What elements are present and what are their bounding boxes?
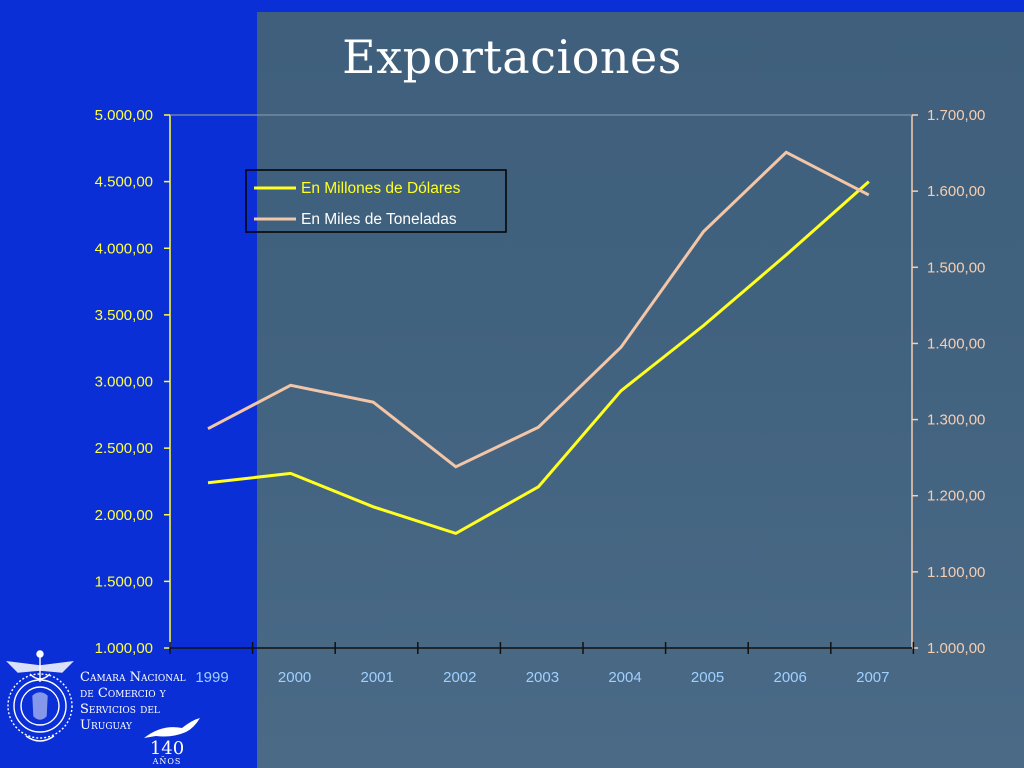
right-tick-label: 1.300,00 [927, 412, 985, 429]
org-name-line-2: de Comercio y [80, 686, 166, 701]
left-tick-label: 1.000,00 [95, 640, 153, 657]
x-tick-label: 2002 [443, 669, 476, 686]
left-tick-label: 3.000,00 [95, 374, 153, 391]
x-tick-label: 2000 [278, 669, 311, 686]
x-tick-label: 2007 [856, 669, 889, 686]
org-name-line-3: Servicios del [80, 702, 160, 717]
right-tick-label: 1.100,00 [927, 564, 985, 581]
x-tick-label: 2005 [691, 669, 724, 686]
right-tick-label: 1.200,00 [927, 488, 985, 505]
left-tick-label: 3.500,00 [95, 307, 153, 324]
slide-title: Exportaciones [342, 30, 682, 84]
org-name-line-4: Uruguay [80, 718, 132, 733]
legend-box [245, 169, 507, 233]
content-panel [257, 12, 1024, 768]
right-y-axis: 1.000,00 1.100,00 1.200,00 1.300,00 1.400,00… [911, 107, 985, 657]
left-tick-label: 1.500,00 [95, 573, 153, 590]
right-tick-label: 1.000,00 [927, 640, 985, 657]
left-tick-label: 4.500,00 [95, 174, 153, 191]
x-tick-label: 2001 [361, 669, 394, 686]
left-tick-label: 2.500,00 [95, 440, 153, 457]
right-tick-label: 1.500,00 [927, 259, 985, 276]
series-line-dollars [207, 180, 870, 536]
left-tick-label: 4.000,00 [95, 240, 153, 257]
right-tick-label: 1.400,00 [927, 335, 985, 352]
legend-label: En Millones de Dólares [301, 180, 461, 197]
x-tick-label: 2004 [608, 669, 641, 686]
organization-logo: Camara Nacional de Comercio y Servicios … [2, 650, 202, 768]
legend-label: En Miles de Toneladas [301, 211, 457, 228]
bird-icon [144, 718, 200, 738]
series-line-tons [207, 150, 870, 469]
emblem-icon [6, 650, 74, 742]
left-y-axis: 1.000,00 1.500,00 2.000,00 2.500,00 3.000,00… [95, 107, 171, 657]
x-axis: 1999 2000 2001 2002 2003 2004 2005 2006 2007 [169, 642, 915, 686]
x-tick-label: 2006 [774, 669, 807, 686]
anniversary-number: 140 [149, 738, 185, 759]
left-tick-label: 5.000,00 [95, 107, 153, 124]
x-tick-label: 1999 [195, 669, 228, 686]
series-group [207, 150, 870, 536]
right-tick-label: 1.700,00 [927, 107, 985, 124]
right-tick-label: 1.600,00 [927, 183, 985, 200]
left-tick-label: 2.000,00 [95, 507, 153, 524]
chart-legend: En Millones de Dólares En Miles de Tonela… [245, 169, 507, 233]
anniversary-label: AÑOS [152, 757, 182, 766]
x-tick-label: 2003 [526, 669, 559, 686]
org-name-line-1: Camara Nacional [80, 670, 186, 685]
